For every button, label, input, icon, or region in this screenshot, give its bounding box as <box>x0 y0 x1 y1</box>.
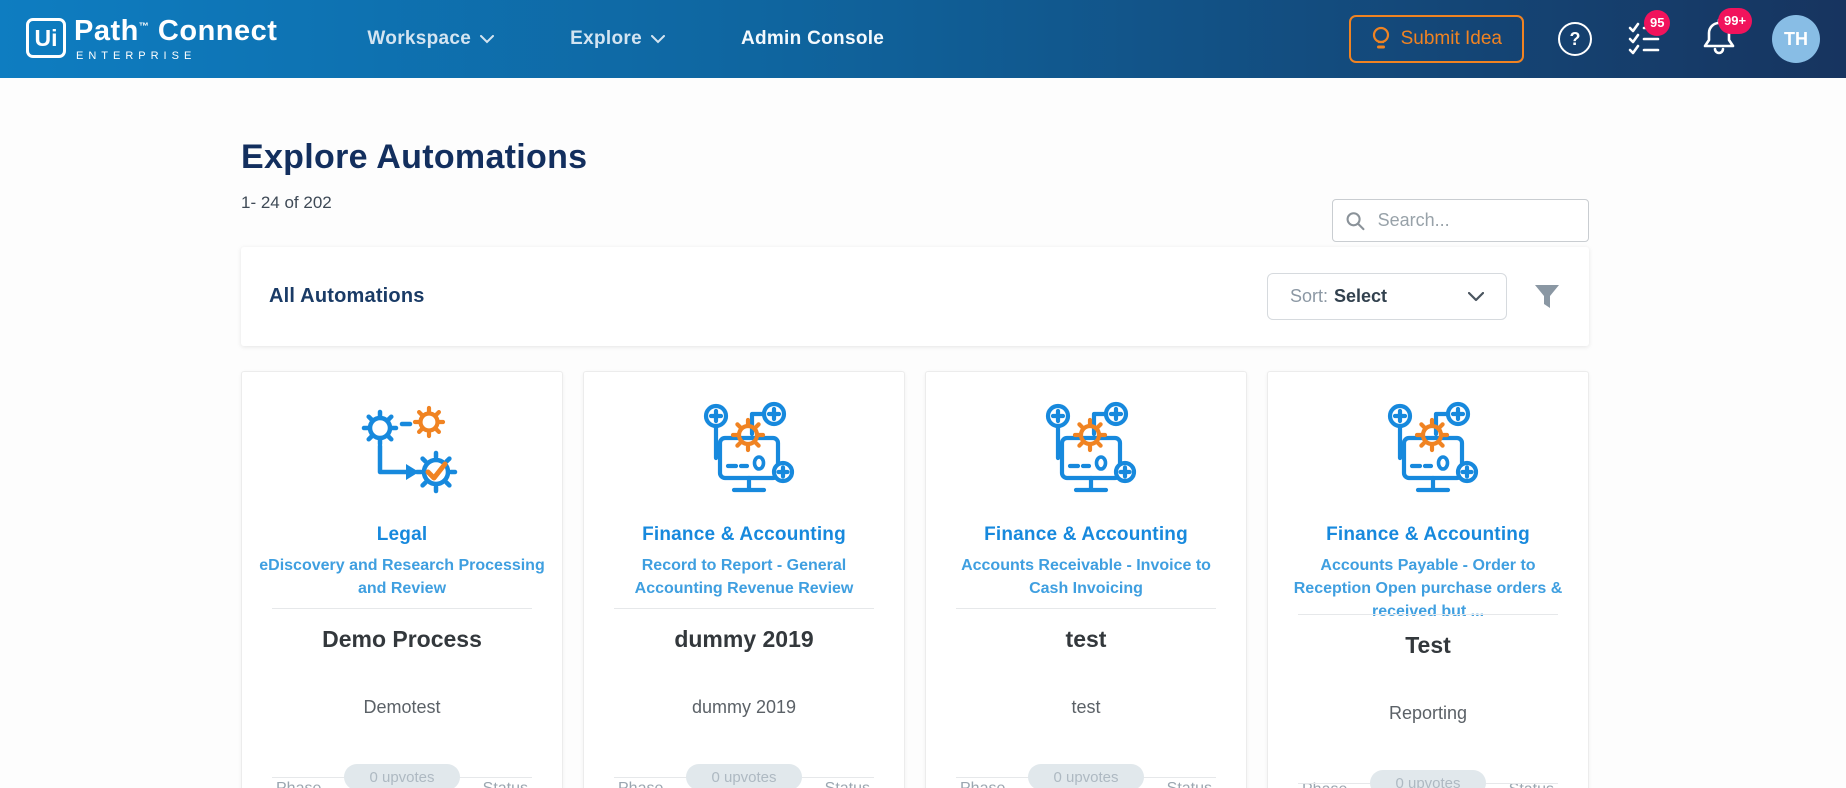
card-title: test <box>1065 626 1107 653</box>
divider <box>1298 614 1558 615</box>
tasks-count-badge: 95 <box>1644 9 1671 36</box>
card-subcategory: Record to Report - General Accounting Re… <box>634 557 854 598</box>
upvote-row: 0 upvotes <box>956 764 1216 788</box>
automation-icon <box>242 400 562 510</box>
uipath-connect-logo[interactable]: Ui Path™ Connect ENTERPRISE <box>26 15 278 62</box>
card-category: Legal <box>376 524 428 545</box>
automation-card[interactable]: Finance & Accounting Accounts Receivable… <box>925 371 1247 788</box>
upvote-row: 0 upvotes <box>614 764 874 788</box>
card-title: Demo Process <box>322 626 482 653</box>
card-subcategory: Accounts Payable - Order to Reception Op… <box>1293 557 1563 621</box>
upvotes-pill[interactable]: 0 upvotes <box>686 764 802 788</box>
status-label: Status <box>1509 781 1554 788</box>
status-label: Status <box>1167 780 1212 788</box>
automation-icon <box>1268 400 1588 510</box>
automation-icon <box>584 400 904 510</box>
card-category: Finance & Accounting <box>642 524 846 545</box>
submit-idea-button[interactable]: Submit Idea <box>1348 15 1524 63</box>
toolbar-heading: All Automations <box>269 285 425 307</box>
explore-automations-page: Explore Automations 1- 24 of 202 All Aut… <box>241 138 1589 788</box>
card-title: dummy 2019 <box>674 626 814 653</box>
monitor-automation-icon <box>703 401 795 493</box>
tasks-button[interactable]: 95 <box>1626 9 1671 59</box>
chevron-down-icon <box>480 34 495 43</box>
logo-enterprise-label: ENTERPRISE <box>76 49 197 62</box>
search-input[interactable] <box>1377 210 1576 231</box>
sort-dropdown[interactable]: Sort: Select <box>1267 273 1507 320</box>
uipath-logo-icon: Ui <box>26 18 66 59</box>
divider <box>272 608 532 610</box>
nav-item-workspace[interactable]: Workspace <box>367 28 495 50</box>
phase-status-row: Phase Assessment Status In Progress <box>242 771 562 788</box>
results-count: 1- 24 of 202 <box>241 193 332 212</box>
notifications-count-badge: 99+ <box>1718 7 1753 34</box>
top-navbar: Ui Path™ Connect ENTERPRISE Workspace Ex… <box>0 0 1846 78</box>
phase-label: Phase <box>1302 781 1347 788</box>
main-nav: Workspace Explore Admin Console <box>367 28 884 50</box>
search-box <box>1332 199 1589 242</box>
question-icon: ? <box>1558 22 1592 56</box>
status-label: Status <box>825 780 870 788</box>
phase-label: Phase <box>960 780 1005 788</box>
monitor-automation-icon <box>1045 401 1137 493</box>
chevron-down-icon <box>650 34 665 43</box>
card-subcategory: Accounts Receivable - Invoice to Cash In… <box>961 557 1211 598</box>
chevron-down-icon <box>1468 291 1484 301</box>
sort-selected-value: Select <box>1334 286 1388 306</box>
phase-status-row: Phase Idea Status Approved <box>584 771 904 788</box>
upvotes-pill[interactable]: 0 upvotes <box>344 764 460 788</box>
card-subtitle: Reporting <box>1388 703 1468 723</box>
phase-label: Phase <box>618 780 663 788</box>
nav-item-admin-console[interactable]: Admin Console <box>740 28 885 49</box>
page-title: Explore Automations <box>241 138 588 176</box>
phase-status-row: Phase Idea Status Approved <box>926 771 1246 788</box>
status-label: Status <box>483 780 528 788</box>
card-title: Test <box>1405 632 1451 658</box>
divider <box>956 608 1216 610</box>
process-gears-icon <box>361 405 458 494</box>
user-avatar[interactable]: TH <box>1772 15 1820 63</box>
filter-button[interactable] <box>1533 283 1561 310</box>
card-subtitle: Demotest <box>363 697 441 718</box>
help-button[interactable]: ? <box>1558 22 1592 56</box>
automation-card[interactable]: Finance & Accounting Record to Report - … <box>583 371 905 788</box>
monitor-automation-icon <box>1387 401 1479 493</box>
automations-toolbar: All Automations Sort: Select <box>241 247 1589 346</box>
card-subtitle: dummy 2019 <box>691 697 797 718</box>
card-category: Finance & Accounting <box>984 524 1188 545</box>
card-subcategory: eDiscovery and Research Processing and R… <box>259 557 545 598</box>
filter-funnel-icon <box>1535 285 1559 308</box>
automation-card[interactable]: Legal eDiscovery and Research Processing… <box>241 371 563 788</box>
automation-card[interactable]: Finance & Accounting Accounts Payable - … <box>1267 371 1589 788</box>
upvote-row: 0 upvotes <box>1298 770 1558 788</box>
notifications-button[interactable]: 99+ <box>1700 7 1753 61</box>
card-category: Finance & Accounting <box>1326 524 1530 545</box>
logo-wordmark: Path™ Connect <box>74 15 278 48</box>
search-icon <box>1346 211 1365 230</box>
cards-grid: Legal eDiscovery and Research Processing… <box>241 371 1589 788</box>
lightbulb-icon <box>1372 26 1389 49</box>
divider <box>614 608 874 610</box>
phase-label: Phase <box>276 780 376 788</box>
phase-status-row: Phase Idea Status Awaiting Review <box>1268 772 1588 788</box>
upvotes-pill[interactable]: 0 upvotes <box>1370 770 1486 788</box>
card-subtitle: test <box>1071 697 1101 718</box>
automation-icon <box>926 400 1246 510</box>
upvote-row: 0 upvotes <box>272 764 532 788</box>
upvotes-pill[interactable]: 0 upvotes <box>1028 764 1144 788</box>
sort-prefix-label: Sort: <box>1290 286 1329 306</box>
nav-item-explore[interactable]: Explore <box>570 28 665 50</box>
